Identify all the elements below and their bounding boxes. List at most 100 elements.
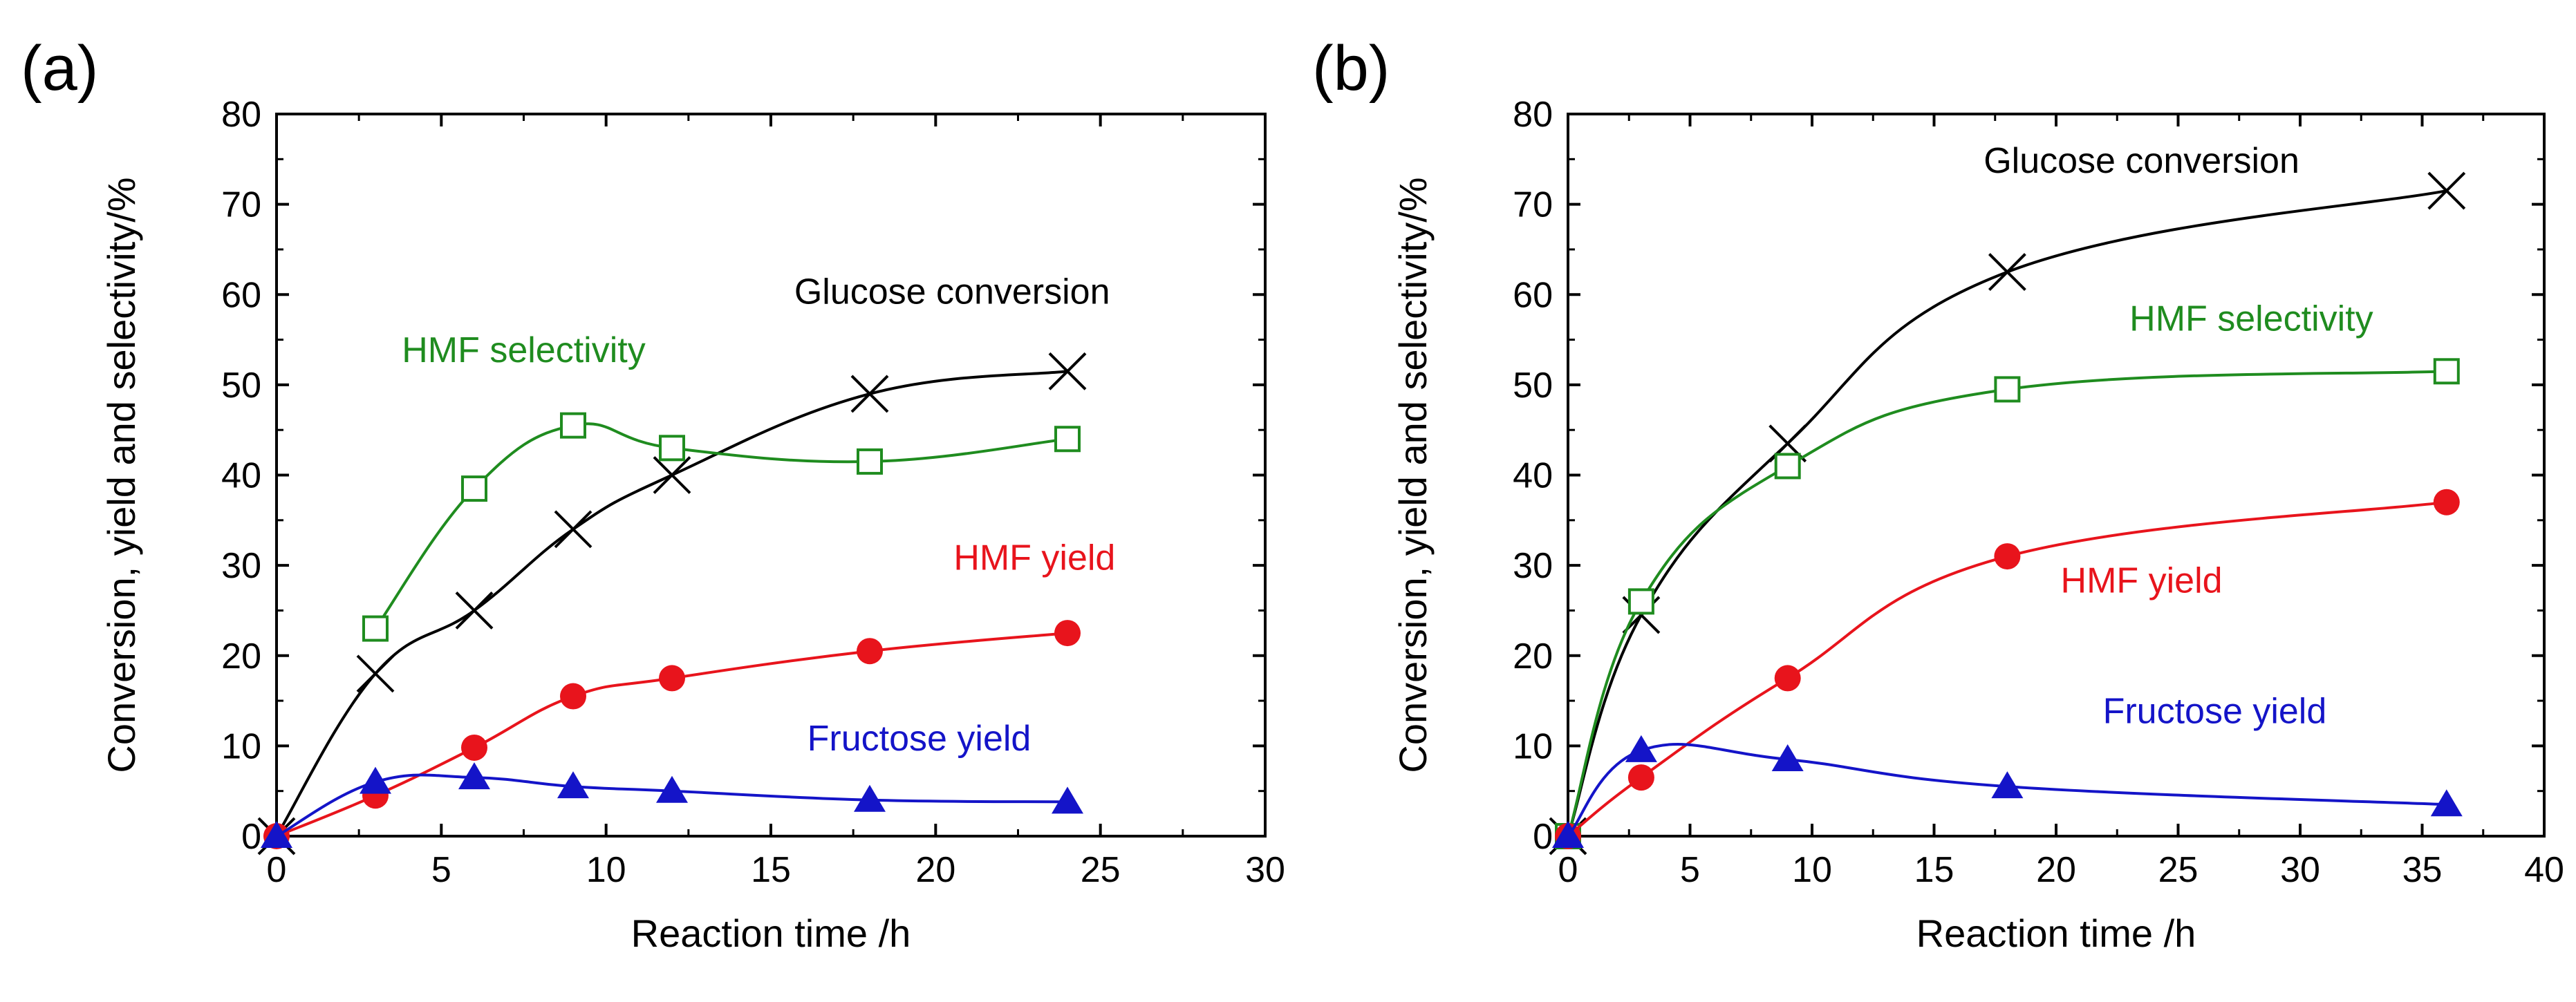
x-tick-label: 10 xyxy=(1792,850,1832,890)
series-label: HMF yield xyxy=(2061,560,2223,601)
chart-panel-b: (b) 0 5 10 15 20 25 30 35 40 0 10 20 30 40 50 60 70 80 Reac… xyxy=(1312,33,2564,955)
data-point-cross xyxy=(850,375,889,413)
y-tick-label: 70 xyxy=(221,185,261,225)
data-point-cross xyxy=(356,654,395,693)
x-axis-title: Reaction time /h xyxy=(631,911,911,955)
plot-frame xyxy=(275,113,1267,838)
series-glucose-conversion: Glucose conversion xyxy=(257,272,1110,856)
y-tick-label: 40 xyxy=(1513,456,1553,496)
data-point-circle xyxy=(2433,489,2460,516)
x-tick-label: 0 xyxy=(267,850,287,890)
y-tick-label: 80 xyxy=(221,95,261,135)
series-line xyxy=(1567,743,2447,838)
data-point-square xyxy=(461,475,487,502)
x-tick-label: 25 xyxy=(1081,850,1121,890)
chart-panel-a: (a) 0 5 10 15 20 25 30 0 10 20 30 40 50 60 70 80 Reaction… xyxy=(21,33,1285,955)
data-point-triangle xyxy=(854,784,886,812)
x-tick-label: 30 xyxy=(2280,850,2320,890)
x-tick-label: 0 xyxy=(1558,850,1578,890)
y-tick-label: 0 xyxy=(241,817,261,857)
data-point-circle xyxy=(1994,543,2021,570)
y-tick-label: 10 xyxy=(221,726,261,766)
x-tick-label: 35 xyxy=(2402,850,2443,890)
series-hmf-yield: HMF yield xyxy=(1555,489,2460,849)
series-hmf-selectivity: HMF selectivity xyxy=(1555,299,2460,849)
data-point-cross xyxy=(2427,171,2466,210)
series-line xyxy=(374,422,1068,630)
x-tick-label: 25 xyxy=(2158,850,2199,890)
data-point-triangle xyxy=(360,766,391,794)
x-tick-label: 15 xyxy=(1914,850,1954,890)
y-tick-label: 70 xyxy=(1513,185,1553,225)
data-point-square xyxy=(2433,358,2460,385)
y-tick-label: 30 xyxy=(221,546,261,586)
x-axis-title: Reaction time /h xyxy=(1916,911,2196,955)
x-tick-label: 15 xyxy=(751,850,791,890)
data-point-circle xyxy=(857,638,883,665)
data-point-circle xyxy=(560,683,586,710)
y-tick-label: 20 xyxy=(221,636,261,677)
series-hmf-selectivity: HMF selectivity xyxy=(362,330,1081,642)
data-point-circle xyxy=(1054,620,1081,647)
series-label: HMF selectivity xyxy=(2129,299,2373,339)
data-point-square xyxy=(857,448,883,475)
x-tick-label: 20 xyxy=(2036,850,2076,890)
series-label: HMF yield xyxy=(953,538,1115,578)
y-axis-title: Conversion, yield and selectivity/% xyxy=(100,177,143,773)
y-tick-label: 60 xyxy=(1513,275,1553,315)
data-point-triangle xyxy=(1625,735,1657,762)
data-point-triangle xyxy=(261,821,292,848)
series-label: Fructose yield xyxy=(808,719,1032,759)
data-point-circle xyxy=(659,665,685,692)
data-point-square xyxy=(362,615,389,642)
data-point-triangle xyxy=(458,762,490,790)
data-point-circle xyxy=(1627,764,1654,791)
x-tick-label: 20 xyxy=(915,850,955,890)
y-tick-label: 10 xyxy=(1513,726,1553,766)
x-tick-label: 5 xyxy=(1680,850,1700,890)
series-glucose-conversion: Glucose conversion xyxy=(1549,141,2466,856)
series-line xyxy=(1567,370,2447,837)
series-label: Fructose yield xyxy=(2103,692,2327,732)
data-point-cross xyxy=(1988,253,2026,292)
y-axis-title: Conversion, yield and selectivity/% xyxy=(1391,177,1435,773)
data-point-triangle xyxy=(656,775,688,803)
data-point-cross xyxy=(653,456,691,494)
series-hmf-yield: HMF yield xyxy=(263,538,1115,849)
data-point-square xyxy=(560,412,586,439)
series-label: Glucose conversion xyxy=(794,272,1110,312)
data-point-square xyxy=(659,435,685,462)
data-point-square xyxy=(1054,426,1081,453)
data-point-triangle xyxy=(1052,786,1083,814)
y-tick-label: 30 xyxy=(1513,546,1553,586)
data-point-triangle xyxy=(1552,821,1584,848)
y-tick-label: 50 xyxy=(221,366,261,406)
x-tick-label: 5 xyxy=(431,850,451,890)
series-label: Glucose conversion xyxy=(1984,141,2299,181)
series-line xyxy=(1567,189,2447,837)
y-tick-label: 40 xyxy=(221,456,261,496)
y-tick-label: 20 xyxy=(1513,636,1553,677)
data-point-circle xyxy=(1774,665,1801,692)
panel-label: (a) xyxy=(21,33,98,104)
x-tick-label: 10 xyxy=(586,850,626,890)
data-point-cross xyxy=(455,592,494,630)
series-fructose-yield: Fructose yield xyxy=(261,719,1083,848)
data-point-triangle xyxy=(2430,789,2463,817)
data-point-triangle xyxy=(1991,771,2024,799)
data-point-cross xyxy=(1048,352,1087,390)
data-point-triangle xyxy=(557,771,589,799)
data-point-triangle xyxy=(1771,744,1804,771)
data-point-square xyxy=(1774,453,1801,480)
panel-label: (b) xyxy=(1312,33,1390,104)
data-point-square xyxy=(1994,376,2021,403)
y-tick-label: 50 xyxy=(1513,366,1553,406)
x-tick-label: 40 xyxy=(2524,850,2564,890)
y-tick-label: 60 xyxy=(221,275,261,315)
data-point-cross xyxy=(554,510,592,549)
series-fructose-yield: Fructose yield xyxy=(1552,692,2463,848)
y-tick-label: 80 xyxy=(1513,95,1553,135)
data-point-circle xyxy=(461,734,487,761)
